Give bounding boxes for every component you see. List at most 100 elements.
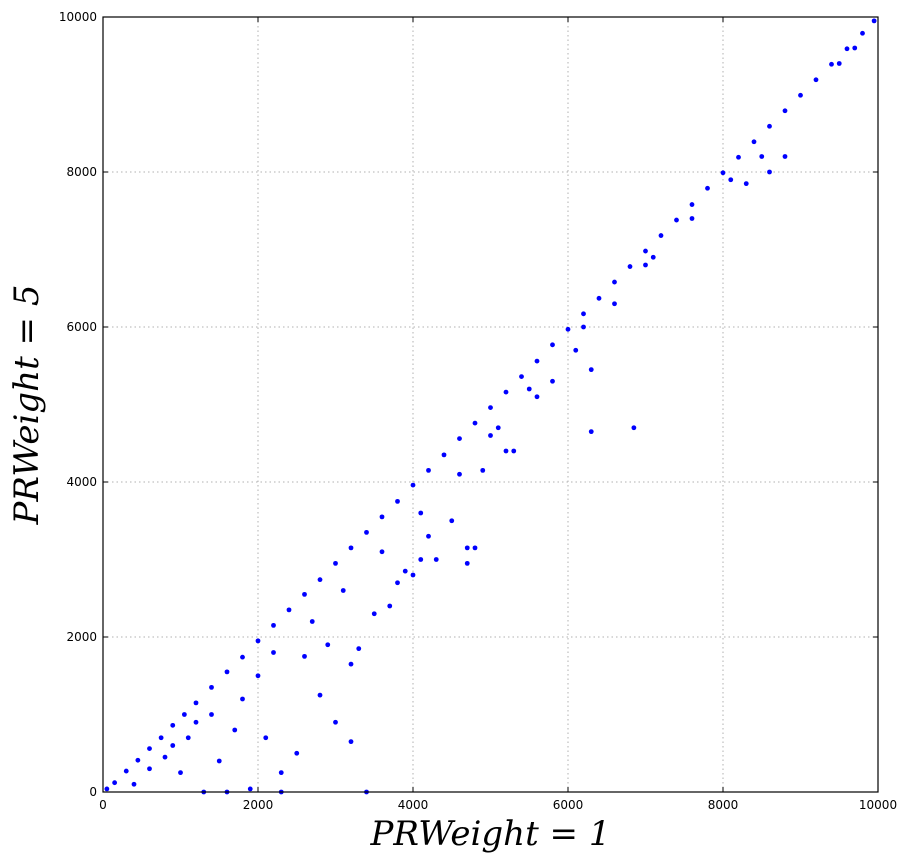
data-point (767, 169, 772, 175)
data-point (294, 750, 300, 756)
data-point (224, 669, 230, 675)
data-point (705, 185, 710, 191)
data-point (495, 425, 501, 431)
data-point (302, 591, 307, 597)
data-point (472, 545, 478, 551)
data-point (534, 394, 540, 400)
data-point (170, 743, 176, 748)
data-point (255, 638, 261, 644)
data-point (286, 607, 292, 613)
data-point (588, 429, 594, 435)
data-point (410, 572, 416, 578)
data-point (209, 684, 214, 690)
data-point (410, 482, 416, 488)
data-point (526, 386, 532, 392)
data-point (759, 154, 765, 159)
data-point (736, 154, 741, 160)
data-point (658, 233, 664, 238)
data-point (178, 770, 183, 776)
data-point (550, 378, 555, 384)
data-point (860, 30, 865, 36)
data-point (844, 46, 850, 52)
x-tick-label: 4000 (398, 798, 429, 812)
data-point (364, 529, 369, 535)
data-point (181, 712, 187, 717)
data-point (612, 301, 617, 307)
data-point (131, 781, 137, 787)
y-tick-label: 0 (89, 785, 97, 799)
data-point (449, 518, 455, 524)
data-point (588, 367, 594, 373)
data-point (627, 264, 633, 269)
data-point (674, 217, 679, 223)
y-tick-label: 4000 (66, 475, 97, 489)
data-point (356, 646, 362, 652)
data-point (503, 448, 509, 454)
data-point (643, 262, 648, 268)
data-point (255, 673, 261, 679)
data-point (798, 92, 803, 98)
data-point (240, 654, 245, 660)
data-point (631, 425, 637, 431)
data-point (371, 611, 377, 617)
data-point (689, 216, 695, 221)
data-point (387, 603, 393, 609)
data-point (464, 560, 470, 566)
data-point (193, 700, 199, 706)
data-point (123, 768, 129, 774)
data-point (418, 557, 424, 562)
y-axis-title: PRWeight = 5 (7, 285, 47, 526)
grid (103, 17, 878, 792)
y-tick-label: 2000 (66, 630, 97, 644)
data-point (782, 108, 788, 114)
data-point (728, 177, 734, 183)
data-point (488, 405, 493, 410)
data-point (379, 549, 385, 555)
data-point (325, 642, 331, 648)
data-point (550, 342, 555, 348)
data-point (743, 181, 749, 187)
data-point (565, 326, 571, 332)
data-point (317, 577, 323, 583)
data-point (158, 735, 164, 741)
data-point (488, 433, 493, 438)
data-point (340, 588, 346, 593)
data-point (836, 61, 842, 66)
data-point (457, 436, 462, 441)
data-point (767, 123, 772, 129)
data-point (519, 374, 524, 379)
data-point (472, 420, 478, 426)
data-point (112, 780, 118, 786)
data-point (464, 545, 470, 551)
data-point (511, 448, 517, 454)
data-point (581, 311, 586, 317)
x-axis-title: PRWeight = 1 (370, 814, 611, 854)
x-tick-label: 8000 (708, 798, 739, 812)
data-point (247, 786, 253, 792)
data-point (395, 580, 400, 586)
data-point (871, 18, 877, 24)
data-point (457, 471, 462, 477)
data-point (348, 661, 354, 667)
x-tick-label: 6000 (553, 798, 584, 812)
data-point (402, 568, 408, 574)
data-point (426, 467, 431, 473)
data-point (612, 279, 617, 285)
y-tick-label: 8000 (66, 165, 97, 179)
data-point (278, 770, 284, 776)
data-point (232, 727, 238, 733)
x-tick-label: 2000 (243, 798, 274, 812)
data-point (263, 735, 269, 741)
data-point (852, 45, 858, 51)
data-point (209, 712, 214, 717)
y-tick-label: 10000 (59, 10, 97, 24)
data-point (426, 533, 431, 539)
data-point (348, 739, 354, 745)
data-point (216, 758, 222, 764)
data-point (135, 757, 141, 763)
data-point (309, 619, 315, 624)
data-point (433, 557, 439, 562)
data-point (782, 154, 788, 159)
data-point (147, 766, 152, 772)
